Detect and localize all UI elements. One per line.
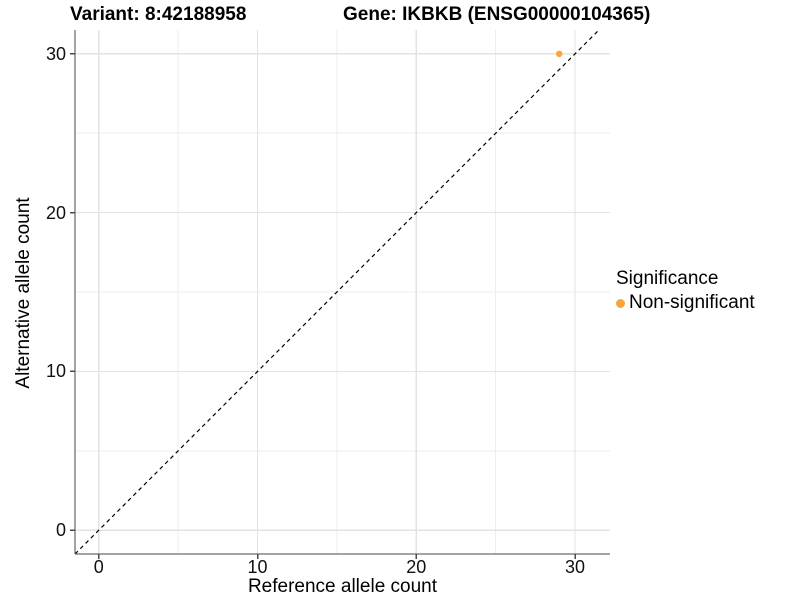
gene-title: Gene: IKBKB (ENSG00000104365) — [343, 4, 651, 25]
x-tick-label: 30 — [565, 557, 586, 577]
identity-reference-line — [74, 29, 600, 555]
y-axis-label: Alternative allele count — [13, 197, 34, 389]
data-point — [555, 50, 563, 58]
legend-point-icon — [616, 298, 625, 308]
legend-title: Significance — [616, 268, 719, 289]
x-axis-label: Reference allele count — [247, 576, 438, 597]
x-tick-label: 10 — [247, 557, 268, 577]
y-tick-label: 10 — [45, 361, 66, 382]
variant-title: Variant: 8:42188958 — [70, 4, 247, 25]
y-tick-label: 20 — [45, 202, 66, 223]
y-tick-label: 30 — [45, 43, 66, 64]
legend-item-non-significant: Non-significant — [616, 292, 755, 314]
legend-item-label: Non-significant — [629, 292, 755, 313]
y-tick-label: 0 — [55, 520, 66, 541]
legend: Significance Non-significant — [616, 268, 755, 314]
x-tick-label: 0 — [93, 557, 104, 577]
x-tick-label: 20 — [406, 557, 427, 577]
